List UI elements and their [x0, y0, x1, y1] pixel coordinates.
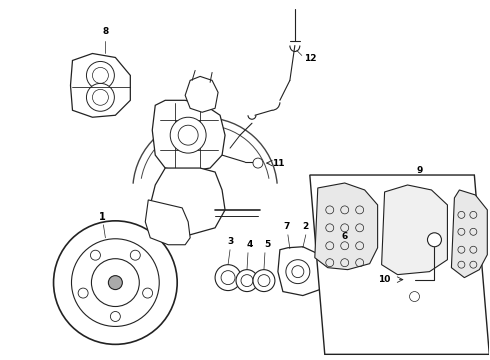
- Circle shape: [292, 266, 304, 278]
- Polygon shape: [71, 54, 130, 117]
- Polygon shape: [382, 185, 447, 275]
- Circle shape: [170, 117, 206, 153]
- Text: 11: 11: [271, 158, 284, 167]
- Circle shape: [253, 158, 263, 168]
- Circle shape: [72, 239, 159, 327]
- Text: 4: 4: [247, 240, 253, 249]
- Circle shape: [108, 276, 122, 289]
- Text: 2: 2: [303, 222, 309, 231]
- Circle shape: [86, 84, 114, 111]
- Polygon shape: [451, 190, 488, 278]
- Polygon shape: [152, 100, 225, 172]
- Polygon shape: [185, 76, 218, 112]
- FancyBboxPatch shape: [400, 285, 428, 307]
- Circle shape: [92, 259, 139, 306]
- Circle shape: [258, 275, 270, 287]
- Circle shape: [53, 221, 177, 345]
- Polygon shape: [315, 183, 378, 270]
- Circle shape: [334, 267, 350, 283]
- Circle shape: [215, 265, 241, 291]
- Text: 7: 7: [284, 222, 290, 231]
- Circle shape: [86, 62, 114, 89]
- Circle shape: [427, 233, 441, 247]
- Text: 3: 3: [227, 237, 233, 246]
- Circle shape: [236, 270, 258, 292]
- Polygon shape: [310, 175, 490, 354]
- Text: 9: 9: [416, 166, 423, 175]
- Circle shape: [221, 271, 235, 285]
- Polygon shape: [145, 200, 190, 245]
- Text: 5: 5: [264, 240, 270, 249]
- Polygon shape: [150, 168, 225, 235]
- Circle shape: [241, 275, 253, 287]
- Circle shape: [253, 270, 275, 292]
- Text: 10: 10: [378, 275, 391, 284]
- Polygon shape: [278, 247, 322, 296]
- Text: 12: 12: [304, 54, 316, 63]
- Text: 6: 6: [342, 232, 348, 241]
- Circle shape: [327, 260, 357, 289]
- Circle shape: [286, 260, 310, 284]
- Text: 1: 1: [99, 212, 106, 222]
- Text: 8: 8: [102, 27, 108, 36]
